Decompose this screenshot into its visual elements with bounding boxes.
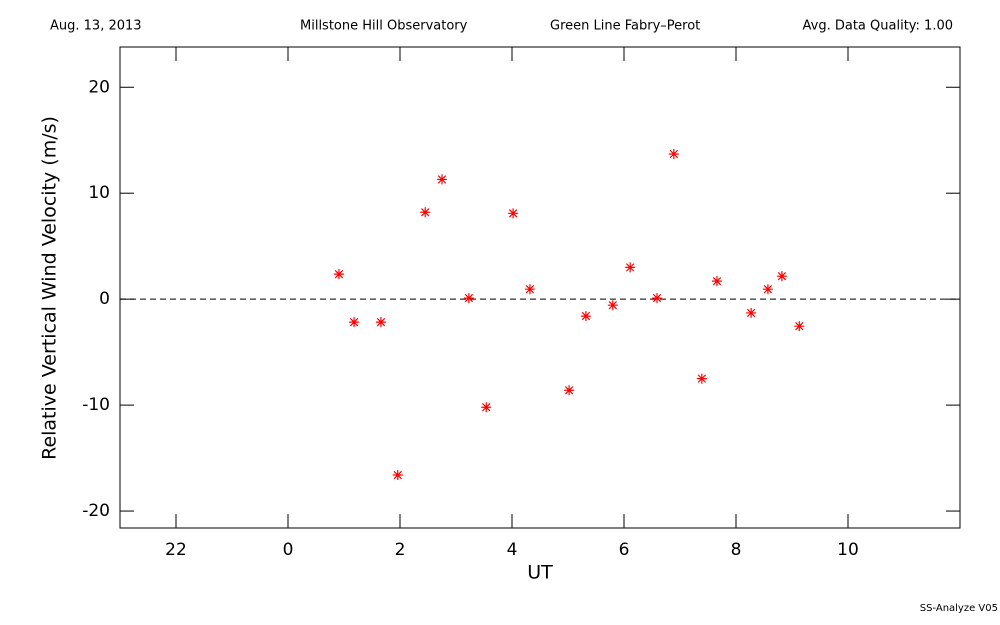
y-tick-label: -20 [82, 501, 110, 521]
data-point [794, 321, 805, 332]
observatory: Millstone Hill Observatory [300, 19, 468, 34]
data-point [524, 284, 535, 295]
data-point [668, 149, 679, 160]
data-point [625, 262, 636, 273]
data-point [746, 307, 757, 318]
data-point [580, 311, 591, 322]
data-point [564, 385, 575, 396]
data-point [481, 402, 492, 413]
data-point [711, 276, 722, 287]
instrument: Green Line Fabry–Perot [550, 19, 700, 34]
data-point [437, 174, 447, 185]
data-point [508, 208, 519, 219]
data-point [420, 207, 431, 218]
data-quality: Avg. Data Quality: 1.00 [803, 19, 953, 34]
x-tick-label: 6 [619, 540, 630, 560]
x-tick-label: 8 [731, 540, 742, 560]
y-tick-label: -10 [82, 395, 110, 415]
footer: SS-Analyze V05 [920, 603, 998, 614]
plot-frame [119, 46, 961, 529]
y-axis-label: Relative Vertical Wind Velocity (m/s) [39, 116, 61, 460]
data-point [333, 269, 344, 280]
data-point [392, 470, 403, 481]
y-tick-label: 10 [88, 183, 110, 203]
x-tick-label: 4 [507, 540, 518, 560]
data-point [463, 293, 474, 304]
data-point [607, 300, 618, 311]
x-axis-label: UT [527, 562, 553, 584]
x-tick-label: 10 [837, 540, 859, 560]
x-tick-label: 0 [283, 540, 294, 560]
data-point [776, 271, 787, 282]
x-tick-label: 2 [395, 540, 406, 560]
y-tick-label: 20 [88, 77, 110, 97]
y-tick-label: 0 [99, 289, 110, 309]
data-point [349, 317, 360, 328]
data-point [375, 317, 386, 328]
date: Aug. 13, 2013 [50, 19, 142, 34]
data-point [696, 373, 707, 384]
x-tick-label: 22 [165, 540, 187, 560]
data-point [652, 293, 663, 304]
data-point [762, 284, 773, 295]
